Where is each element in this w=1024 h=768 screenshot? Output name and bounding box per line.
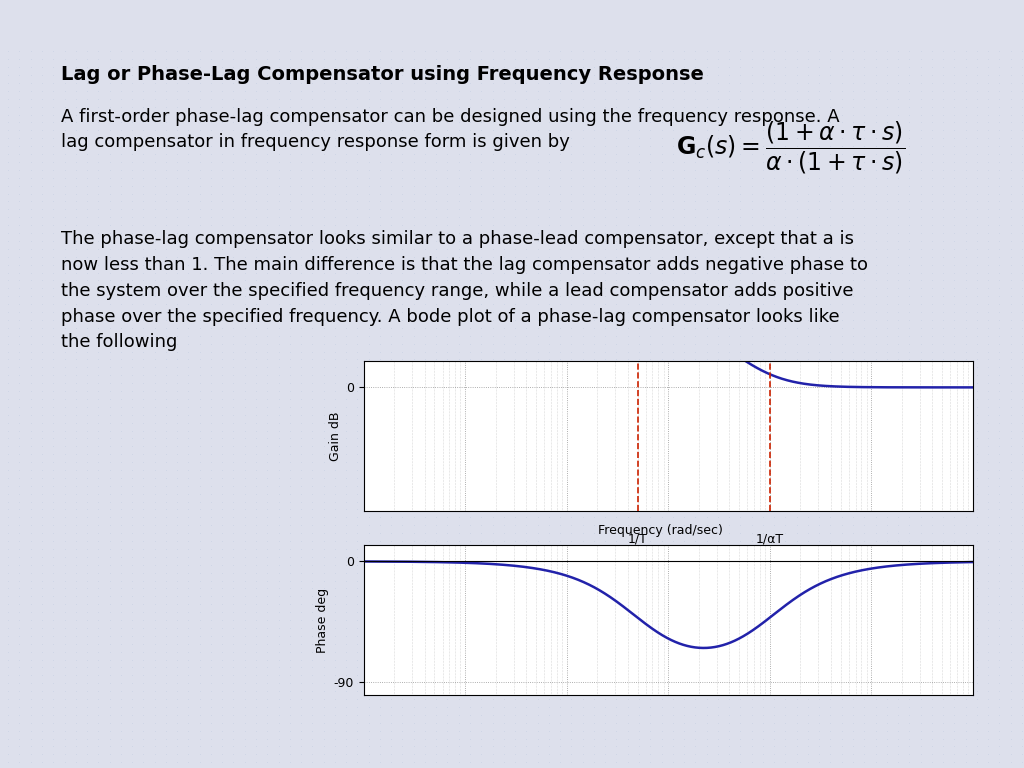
Text: $\mathbf{G}_c(s) = \dfrac{\left(1 + \alpha\cdot\tau\cdot s\right)}{\alpha\cdot\l: $\mathbf{G}_c(s) = \dfrac{\left(1 + \alp…: [676, 119, 905, 176]
Y-axis label: Phase deg: Phase deg: [316, 588, 330, 653]
Y-axis label: Gain dB: Gain dB: [329, 411, 342, 461]
Text: Frequency (rad/sec): Frequency (rad/sec): [598, 524, 723, 537]
Text: 1/αT: 1/αT: [756, 533, 783, 546]
Text: The phase-lag compensator looks similar to a phase-lead compensator, except that: The phase-lag compensator looks similar …: [61, 230, 868, 351]
Text: 1/T: 1/T: [628, 533, 647, 546]
Text: Lag or Phase-Lag Compensator using Frequency Response: Lag or Phase-Lag Compensator using Frequ…: [61, 65, 705, 84]
Text: A first-order phase-lag compensator can be designed using the frequency response: A first-order phase-lag compensator can …: [61, 108, 840, 151]
